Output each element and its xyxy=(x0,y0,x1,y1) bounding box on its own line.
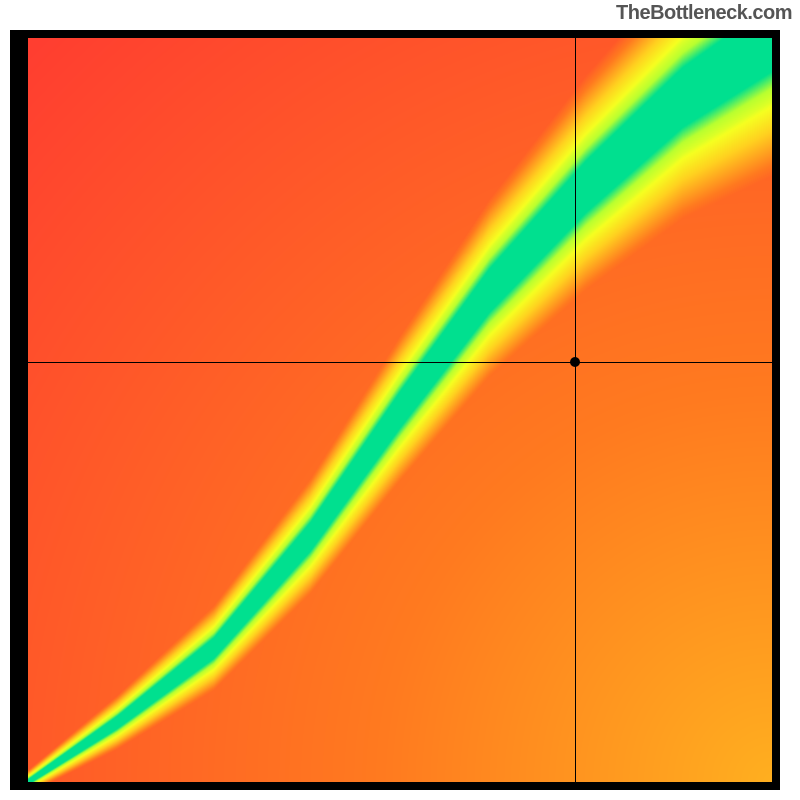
marker-dot xyxy=(570,357,580,367)
attribution-text: TheBottleneck.com xyxy=(616,2,792,25)
chart-container: TheBottleneck.com xyxy=(0,0,800,800)
outer-frame xyxy=(10,30,780,790)
crosshair-horizontal xyxy=(28,362,772,363)
heatmap-canvas xyxy=(28,38,772,782)
crosshair-vertical xyxy=(575,38,576,782)
plot-area xyxy=(28,38,772,782)
